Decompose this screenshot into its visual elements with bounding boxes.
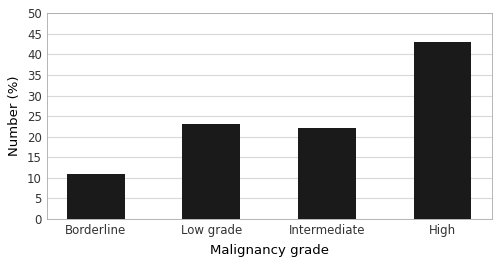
Bar xyxy=(414,42,472,219)
Bar xyxy=(298,129,356,219)
Bar xyxy=(182,124,240,219)
Y-axis label: Number (%): Number (%) xyxy=(8,76,22,156)
X-axis label: Malignancy grade: Malignancy grade xyxy=(210,244,328,257)
Bar xyxy=(67,174,124,219)
